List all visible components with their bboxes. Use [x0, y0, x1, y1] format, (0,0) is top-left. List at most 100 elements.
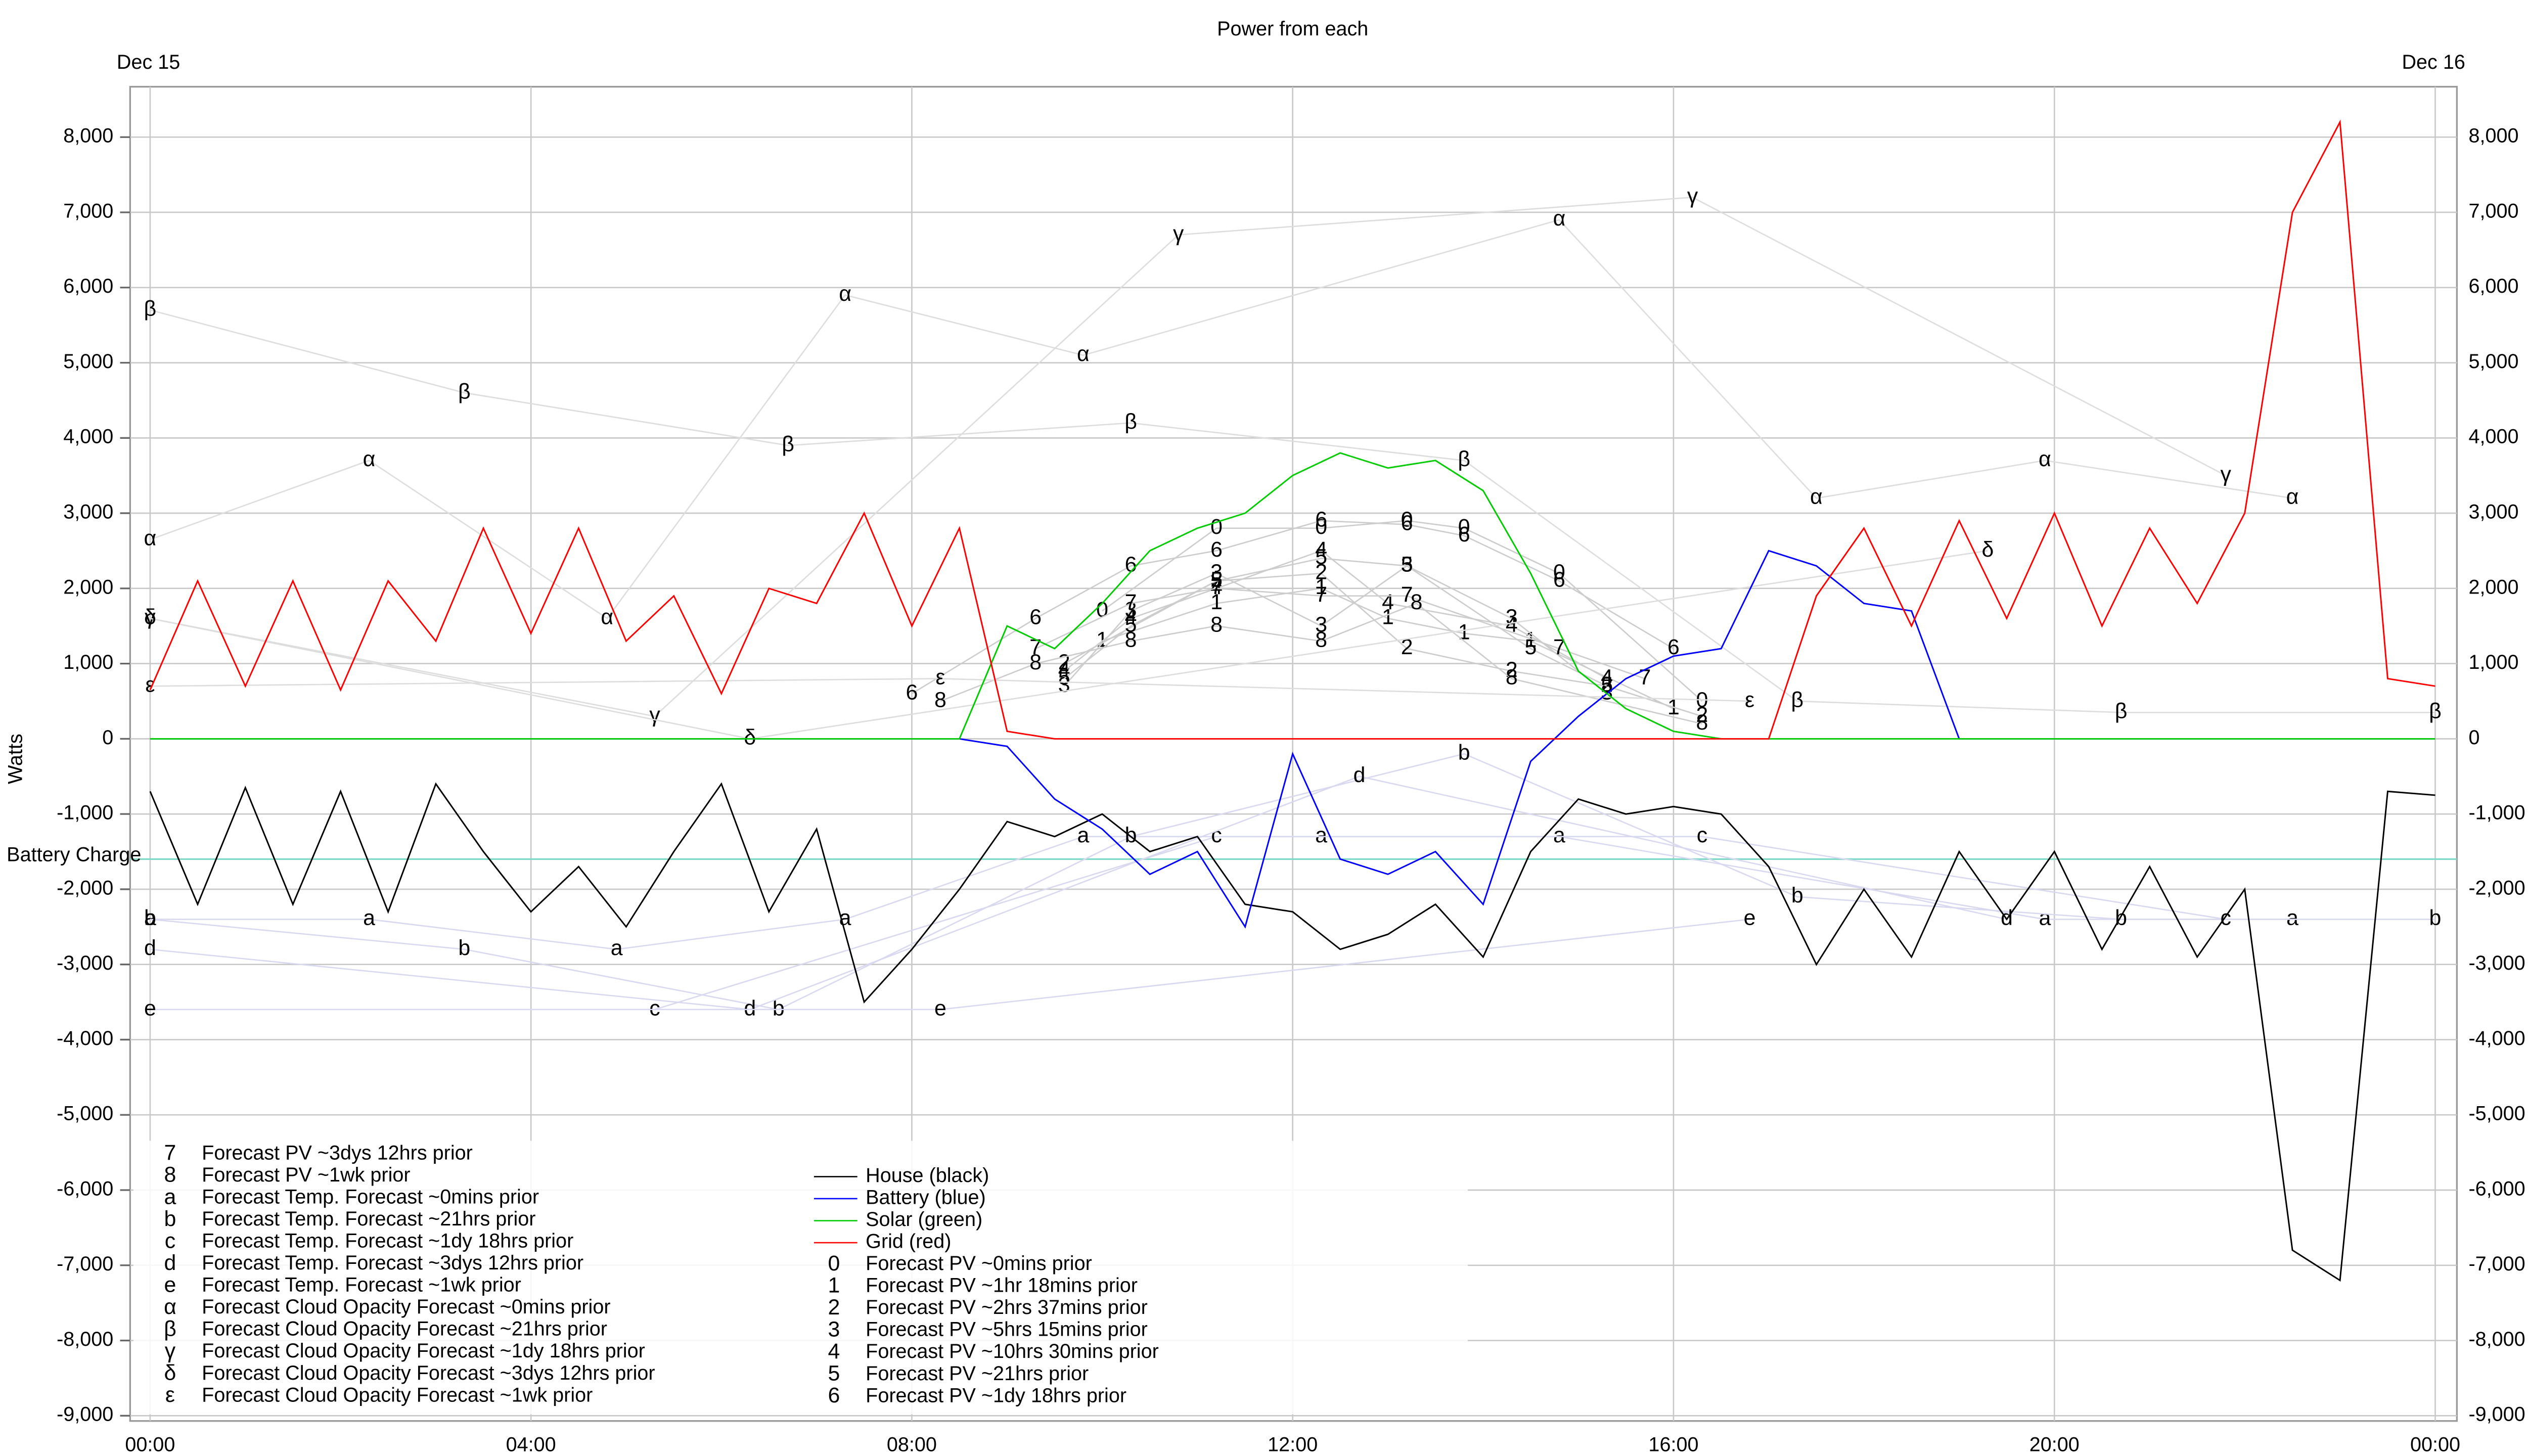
forecast-marker: 4 — [1601, 665, 1613, 690]
y-tick-label: 6,000 — [2468, 275, 2518, 297]
legend-label: Forecast Temp. Forecast ~3dys 12hrs prio… — [202, 1252, 583, 1274]
forecast-marker: 6 — [906, 680, 918, 704]
y-tick-label: 7,000 — [2468, 200, 2518, 222]
legend-label: Forecast Cloud Opacity Forecast ~3dys 12… — [202, 1362, 655, 1384]
legend-label: Grid (red) — [866, 1231, 951, 1253]
forecast-marker: 6 — [1210, 537, 1223, 562]
forecast-marker: a — [611, 936, 623, 960]
legend-symbol: β — [164, 1317, 176, 1341]
forecast-marker: 2 — [1210, 567, 1223, 592]
forecast-marker: 8 — [1411, 590, 1423, 614]
forecast-marker: e — [1744, 906, 1756, 930]
forecast-line — [150, 309, 2435, 713]
forecast-line — [940, 603, 1702, 725]
forecast-marker: b — [1791, 883, 1803, 907]
annotation-label: Battery Charge — [7, 843, 141, 866]
x-tick-label: 12:00 — [1268, 1434, 1318, 1456]
forecast-marker: 8 — [1696, 710, 1708, 735]
forecast-marker: c — [1697, 823, 1707, 847]
forecast-marker: 1 — [1525, 627, 1537, 652]
plot-frame — [129, 85, 2458, 1422]
forecast-marker: a — [1077, 823, 1089, 847]
legend-symbol: γ — [165, 1339, 176, 1363]
forecast-marker: 2 — [1401, 635, 1413, 659]
legend-label: Forecast PV ~21hrs prior — [866, 1362, 1089, 1385]
forecast-marker: β — [2429, 699, 2442, 723]
y-tick-label: -2,000 — [57, 877, 113, 899]
date-label: Dec 15 — [117, 51, 180, 73]
forecast-marker: e — [144, 996, 156, 1020]
forecast-marker: 8 — [1506, 665, 1518, 690]
forecast-marker: b — [1125, 823, 1137, 847]
y-tick-label: 0 — [102, 726, 113, 749]
forecast-marker: 7 — [1315, 582, 1327, 607]
forecast-marker: 8 — [1125, 627, 1137, 652]
forecast-marker: e — [934, 996, 946, 1020]
y-tick-label: 4,000 — [63, 426, 113, 448]
y-tick-label: 7,000 — [63, 200, 113, 222]
forecast-marker: b — [773, 996, 785, 1020]
forecast-line — [150, 678, 1750, 702]
legend-symbol: d — [164, 1251, 176, 1275]
y-tick-label: 8,000 — [2468, 125, 2518, 147]
forecast-marker: b — [2429, 906, 2442, 930]
y-tick-label: -1,000 — [57, 802, 113, 824]
forecast-marker: a — [363, 906, 375, 930]
y-tick-label: -4,000 — [2468, 1027, 2525, 1050]
legend-label: Forecast PV ~1dy 18hrs prior — [866, 1384, 1126, 1406]
legend-label: Forecast Cloud Opacity Forecast ~0mins p… — [202, 1296, 610, 1318]
y-tick-label: 2,000 — [2468, 576, 2518, 598]
legend-symbol: 1 — [828, 1273, 840, 1297]
forecast-marker: 0 — [1553, 560, 1565, 584]
forecast-marker: 5 — [1210, 567, 1223, 592]
legend-label: Forecast PV ~2hrs 37mins prior — [866, 1296, 1148, 1318]
legend-label: Forecast Temp. Forecast ~1dy 18hrs prior — [202, 1230, 573, 1252]
legend-symbol: a — [164, 1185, 176, 1209]
legend-label: Forecast Temp. Forecast ~1wk prior — [202, 1274, 521, 1296]
y-tick-label: 8,000 — [63, 125, 113, 147]
legend-label: Forecast Cloud Opacity Forecast ~1wk pri… — [202, 1384, 593, 1406]
date-label: Dec 16 — [2402, 51, 2465, 73]
forecast-marker: b — [458, 936, 470, 960]
forecast-line — [150, 776, 2007, 1011]
legend-symbol: c — [165, 1228, 175, 1253]
legend-symbol: 8 — [164, 1163, 176, 1187]
legend-label: Forecast Temp. Forecast ~0mins prior — [202, 1186, 539, 1208]
forecast-marker: β — [1124, 410, 1137, 434]
forecast-line — [1102, 587, 1674, 709]
forecast-marker: 7 — [1210, 575, 1223, 599]
legend-symbol: 2 — [828, 1295, 840, 1320]
legend-label: Forecast PV ~10hrs 30mins prior — [866, 1340, 1159, 1362]
forecast-marker: β — [144, 297, 157, 321]
forecast-marker: γ — [649, 703, 660, 727]
legend-label: Forecast PV ~1hr 18mins prior — [866, 1275, 1138, 1297]
legend-label: Forecast Cloud Opacity Forecast ~1dy 18h… — [202, 1340, 645, 1362]
forecast-marker: 0 — [1458, 515, 1470, 539]
legend-label: Forecast Cloud Opacity Forecast ~21hrs p… — [202, 1318, 607, 1340]
series-line — [149, 782, 2435, 1282]
y-tick-label: -7,000 — [2468, 1253, 2525, 1275]
legend-symbol: e — [164, 1272, 176, 1297]
y-tick-label: -9,000 — [2468, 1403, 2525, 1426]
forecast-line — [150, 196, 2226, 717]
forecast-marker: b — [1458, 740, 1470, 764]
legend-symbol: α — [164, 1295, 176, 1319]
forecast-marker: γ — [1173, 221, 1184, 246]
forecast-marker: β — [782, 432, 794, 457]
legend-box — [133, 1141, 1468, 1415]
y-tick-label: 1,000 — [63, 651, 113, 673]
forecast-marker: α — [144, 526, 157, 550]
forecast-marker: 0 — [1096, 598, 1108, 622]
forecast-marker: 3 — [1601, 680, 1613, 704]
forecast-marker: γ — [1687, 184, 1698, 208]
forecast-marker: α — [601, 605, 613, 629]
forecast-marker: 6 — [1667, 635, 1680, 659]
forecast-line — [1063, 558, 1607, 687]
forecast-marker: d — [744, 996, 756, 1020]
forecast-line — [1063, 565, 1608, 695]
legend-label: Forecast PV ~1wk prior — [202, 1164, 410, 1186]
series-line — [150, 452, 2435, 740]
forecast-marker: 3 — [1210, 560, 1223, 584]
y-tick-label: -3,000 — [2468, 952, 2525, 974]
